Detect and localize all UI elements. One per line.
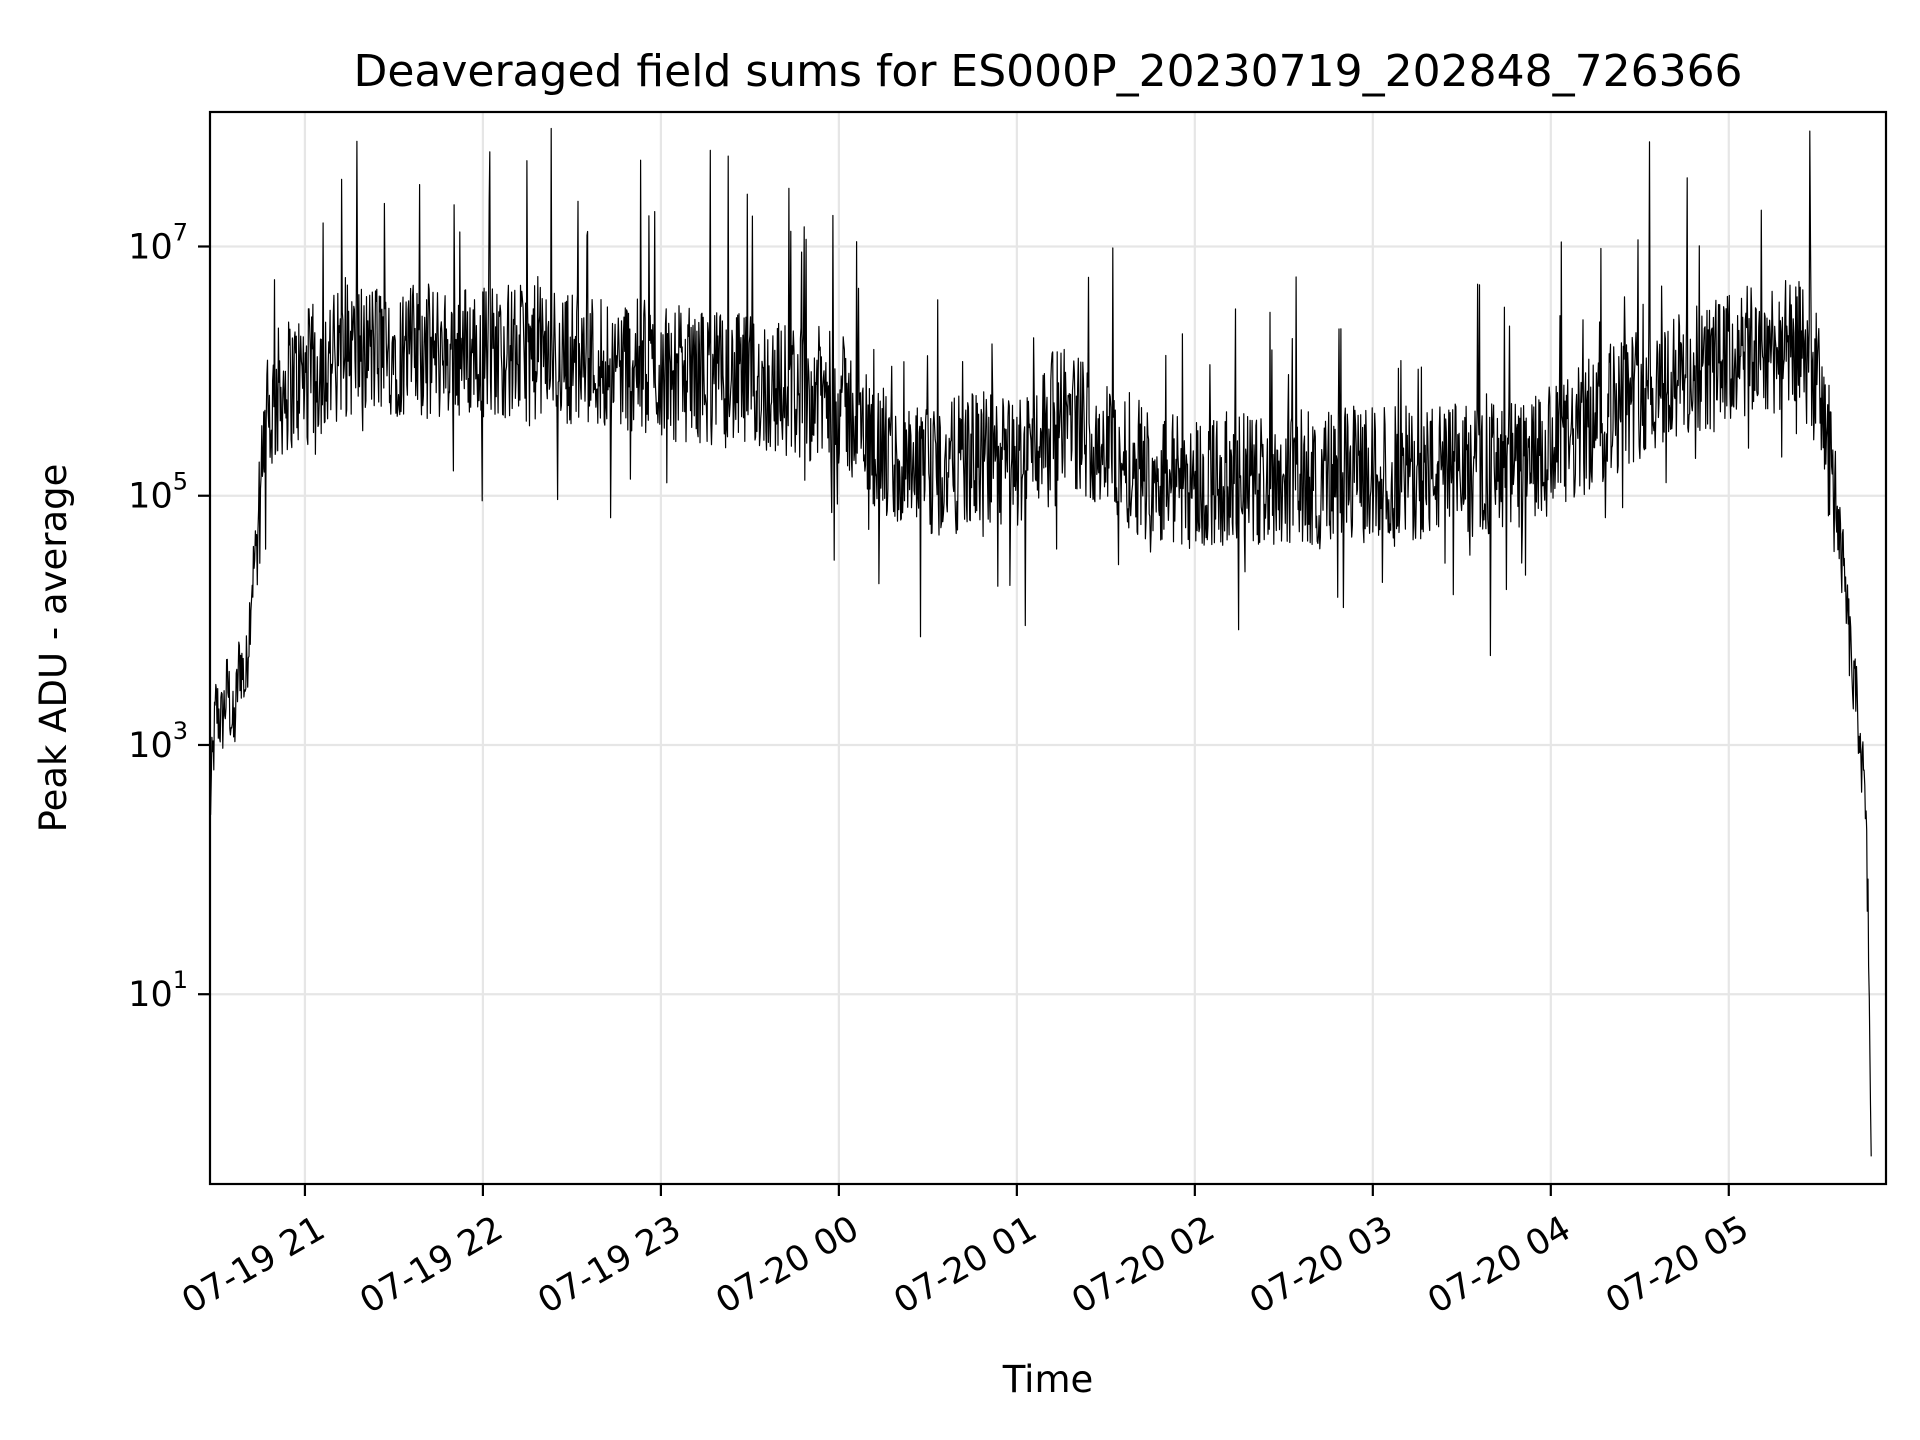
x-axis-label: Time	[1002, 1358, 1094, 1401]
series-layer	[209, 127, 1872, 1157]
plot-frame	[208, 110, 1888, 1186]
y-tick-label: 107	[128, 218, 188, 267]
y-tick-label: 103	[128, 717, 188, 766]
y-axis-label: Peak ADU - average	[32, 464, 75, 833]
y-tick-label: 101	[128, 966, 188, 1015]
series-line	[209, 127, 1872, 1157]
chart-title: Deaveraged field sums for ES000P_2023071…	[353, 46, 1742, 97]
y-tick-label: 105	[128, 468, 188, 517]
grid-lines	[210, 112, 1886, 1184]
